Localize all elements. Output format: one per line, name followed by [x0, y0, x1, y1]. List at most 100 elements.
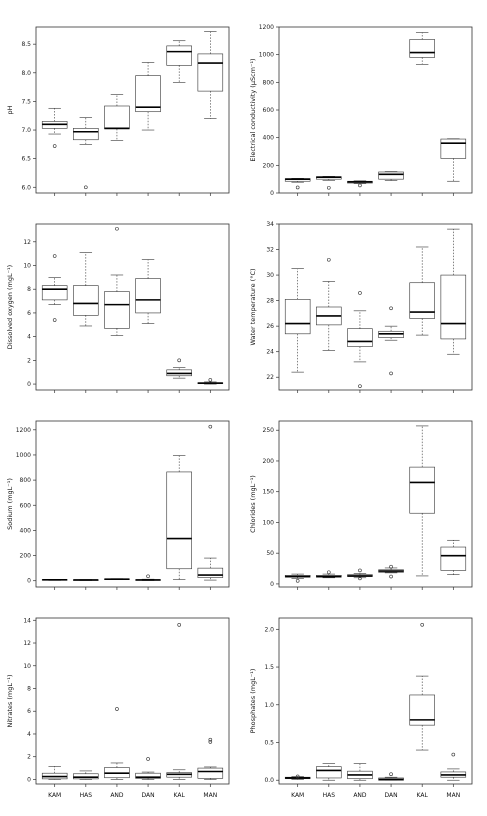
y-tick-label: 12 — [23, 640, 31, 647]
outlier-point — [358, 384, 362, 388]
y-tick-label: 2 — [27, 754, 31, 761]
box-kal — [409, 425, 435, 577]
y-tick-label: 800 — [263, 79, 275, 86]
box-kam — [284, 573, 311, 583]
panel-1: 0 200 400 600 800 1000 1200 Electrical conducti… — [249, 24, 473, 197]
box-and — [104, 94, 130, 141]
iqr-box — [316, 766, 342, 779]
plot-frame — [278, 617, 473, 785]
box-kam — [41, 254, 68, 322]
y-tick-label: 200 — [263, 162, 275, 169]
box-dan — [378, 171, 404, 181]
box-dan — [135, 574, 161, 581]
y-axis-label: Sodium (mgL⁻¹) — [6, 478, 14, 530]
y-tick-label: 6.5 — [21, 156, 31, 163]
iqr-box — [73, 773, 99, 780]
box-kam — [41, 766, 68, 780]
y-tick-label: 0.0 — [264, 777, 274, 784]
box-has — [316, 257, 342, 351]
outlier-point — [115, 226, 119, 231]
y-tick-label: 30 — [266, 272, 274, 279]
y-axis-label: pH — [6, 105, 14, 114]
outlier-point — [327, 570, 331, 575]
outlier-point — [389, 564, 393, 569]
iqr-box — [197, 567, 224, 578]
box-kal — [409, 622, 435, 751]
y-tick-label: 6 — [27, 708, 31, 715]
box-kam — [41, 107, 68, 148]
y-tick-label: 6 — [27, 310, 31, 317]
outlier-point — [52, 318, 57, 322]
x-category-label: KAL — [417, 792, 429, 799]
panel-4: 0 200 400 600 800 1000 1200 Sodium (mgL⁻¹) — [6, 420, 230, 590]
box-man — [440, 138, 467, 182]
iqr-box — [197, 767, 224, 779]
plot-frame — [35, 420, 230, 588]
iqr-box — [166, 471, 192, 570]
outlier-point — [327, 257, 331, 262]
y-tick-label: 10 — [23, 263, 31, 270]
box-kam — [284, 268, 311, 373]
outlier-point — [358, 183, 362, 188]
x-category-label: AND — [110, 792, 124, 799]
box-dan — [378, 772, 404, 781]
y-tick-label: 0 — [27, 381, 31, 388]
x-category-label: MAN — [203, 792, 217, 799]
y-tick-label: 7.0 — [21, 127, 31, 134]
plot-frame — [278, 223, 473, 391]
y-tick-label: 4 — [27, 731, 31, 738]
x-category-label: DAN — [385, 792, 398, 799]
outlier-point — [295, 774, 300, 779]
y-tick-label: 100 — [263, 519, 275, 526]
y-axis-label: Water temperature (°C) — [249, 268, 257, 345]
y-tick-label: 8 — [27, 685, 31, 692]
box-has — [73, 252, 99, 327]
box-kal — [409, 246, 435, 336]
iqr-box — [440, 138, 467, 159]
box-and — [347, 291, 373, 388]
box-kal — [166, 358, 192, 379]
iqr-box — [197, 53, 224, 92]
y-tick-label: 1000 — [259, 52, 274, 59]
plot-frame — [35, 223, 230, 391]
outlier-point — [389, 306, 393, 311]
outlier-point — [52, 254, 57, 258]
outlier-point — [389, 772, 393, 776]
plot-frame — [278, 26, 473, 194]
y-tick-label: 800 — [20, 477, 32, 484]
outlier-point — [146, 757, 150, 761]
y-tick-label: 0 — [27, 776, 31, 783]
y-tick-label: 14 — [23, 617, 31, 624]
box-man — [440, 539, 467, 576]
y-tick-label: 4 — [27, 334, 31, 341]
iqr-box — [378, 171, 404, 180]
iqr-box — [440, 274, 467, 340]
x-category-label: MAN — [446, 792, 460, 799]
outlier-point — [208, 378, 213, 382]
outlier-point — [84, 185, 88, 190]
outlier-point — [295, 185, 300, 190]
x-category-label: KAM — [291, 792, 304, 799]
box-has — [316, 176, 342, 190]
y-tick-label: 1200 — [16, 427, 31, 434]
y-tick-label: 0.5 — [264, 740, 274, 747]
panel-6: 0 2 4 6 8 10 12 14 Nitrates (mgL⁻¹) KAM HAS AND DAN K… — [6, 617, 230, 799]
outlier-point — [115, 707, 119, 711]
y-tick-label: 200 — [263, 458, 275, 465]
y-tick-label: 10 — [23, 663, 31, 670]
y-tick-label: 50 — [266, 550, 274, 557]
outlier-point — [358, 568, 362, 573]
box-and — [104, 578, 130, 581]
panel-5: 0 50 100 150 200 250 Chlorides (mgL⁻¹) — [249, 420, 473, 590]
box-man — [197, 737, 224, 780]
outlier-point — [451, 752, 456, 757]
iqr-box — [409, 282, 435, 319]
y-tick-label: 600 — [20, 502, 32, 509]
iqr-box — [73, 128, 99, 141]
iqr-box — [409, 466, 435, 514]
y-tick-label: 32 — [266, 247, 274, 254]
iqr-box — [440, 546, 467, 571]
outlier-point — [208, 737, 213, 742]
box-dan — [378, 306, 404, 376]
